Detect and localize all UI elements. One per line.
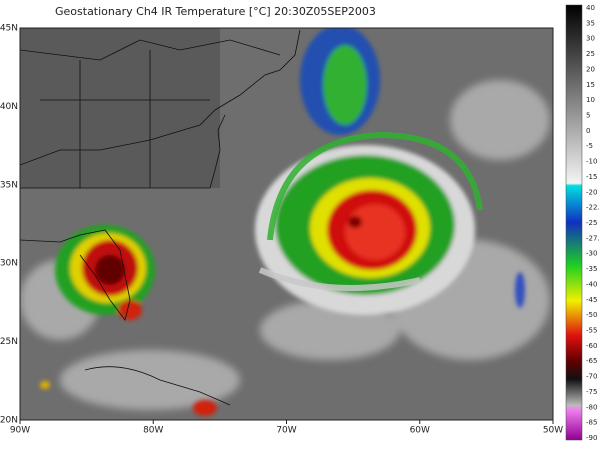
colorbar-label: -35 — [586, 265, 597, 273]
colorbar-label: -22.5 — [586, 204, 600, 212]
lat-label: 35N — [0, 180, 18, 190]
colorbar-label: 15 — [586, 81, 595, 89]
colorbar-label: -75 — [586, 388, 597, 396]
colorbar-label: -30 — [586, 250, 597, 258]
colorbar-label: 35 — [586, 19, 595, 27]
title: Geostationary Ch4 IR Temperature [°C] 20… — [55, 5, 376, 18]
colorbar — [565, 4, 583, 441]
lon-label: 60W — [410, 426, 430, 436]
colorbar-label: 25 — [586, 50, 595, 58]
lat-label: 45N — [0, 24, 18, 34]
colorbar-label: -5 — [586, 142, 593, 150]
colorbar-label: -45 — [586, 296, 597, 304]
colorbar-label: 30 — [586, 35, 595, 43]
colorbar-label: -27.5 — [586, 234, 600, 242]
colorbar-label: -20 — [586, 188, 597, 196]
colorbar-label: -70 — [586, 373, 597, 381]
satellite-image — [20, 28, 553, 420]
colorbar-label: 10 — [586, 96, 595, 104]
colorbar-label: 40 — [586, 4, 595, 12]
colorbar-label: 20 — [586, 65, 595, 73]
lon-label: 90W — [10, 426, 30, 436]
lon-label: 50W — [543, 426, 563, 436]
lat-label: 30N — [0, 259, 18, 269]
colorbar-label: -10 — [586, 158, 597, 166]
lon-label: 70W — [276, 426, 296, 436]
lat-label: 40N — [0, 102, 18, 112]
lon-label: 80W — [143, 426, 163, 436]
colorbar-label: -80 — [586, 403, 597, 411]
colorbar-label: -90 — [586, 434, 597, 442]
colorbar-label: -25 — [586, 219, 597, 227]
colorbar-label: -55 — [586, 327, 597, 335]
colorbar-label: -15 — [586, 173, 597, 181]
colorbar-label: 0 — [586, 127, 590, 135]
colorbar-label: 5 — [586, 112, 590, 120]
colorbar-label: -85 — [586, 419, 597, 427]
colorbar-label: -40 — [586, 280, 597, 288]
lat-label: 20N — [0, 416, 18, 426]
coastlines — [20, 29, 301, 406]
colorbar-label: -50 — [586, 311, 597, 319]
colorbar-label: -60 — [586, 342, 597, 350]
colorbar-label: -65 — [586, 357, 597, 365]
lat-label: 25N — [0, 337, 18, 347]
